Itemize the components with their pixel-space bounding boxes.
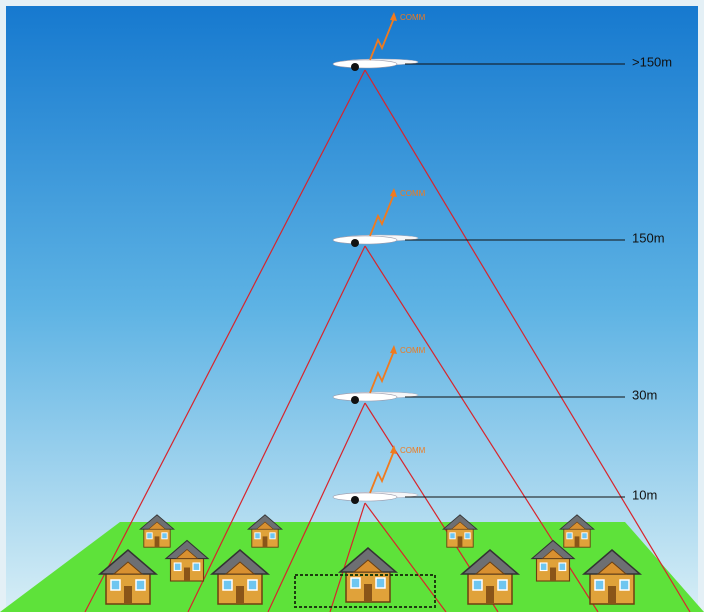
uav-fuselage bbox=[333, 236, 397, 244]
house-door bbox=[550, 568, 556, 582]
uav-propeller bbox=[351, 63, 359, 71]
house-window bbox=[473, 580, 482, 590]
uav-propeller bbox=[351, 396, 359, 404]
comm-label: COMM bbox=[400, 446, 426, 455]
house-window bbox=[559, 563, 566, 571]
house-window bbox=[582, 533, 587, 539]
house-window bbox=[450, 533, 455, 539]
house-window bbox=[147, 533, 152, 539]
house-window bbox=[465, 533, 470, 539]
house-window bbox=[270, 533, 275, 539]
house-window bbox=[595, 580, 604, 590]
house-window bbox=[255, 533, 260, 539]
uav-fuselage bbox=[333, 60, 397, 68]
house-door bbox=[236, 586, 244, 604]
house-door bbox=[155, 536, 160, 547]
house-window bbox=[620, 580, 629, 590]
comm-label: COMM bbox=[400, 189, 426, 198]
uav-fuselage bbox=[333, 493, 397, 501]
altitude-label: 150m bbox=[632, 230, 665, 245]
house-window bbox=[248, 580, 257, 590]
house-door bbox=[364, 584, 372, 602]
sky bbox=[6, 6, 698, 612]
uav-propeller bbox=[351, 496, 359, 504]
altitude-label: 10m bbox=[632, 487, 657, 502]
comm-label: COMM bbox=[400, 346, 426, 355]
house-door bbox=[124, 586, 132, 604]
house-door bbox=[486, 586, 494, 604]
house-door bbox=[184, 568, 190, 582]
house-window bbox=[567, 533, 572, 539]
house-window bbox=[223, 580, 232, 590]
altitude-label: 30m bbox=[632, 387, 657, 402]
house-window bbox=[162, 533, 167, 539]
house-door bbox=[458, 536, 463, 547]
house-door bbox=[263, 536, 268, 547]
uav-fuselage bbox=[333, 393, 397, 401]
house-window bbox=[111, 580, 120, 590]
house-door bbox=[575, 536, 580, 547]
altitude-label: >150m bbox=[632, 54, 672, 69]
house-window bbox=[376, 578, 385, 588]
house-window bbox=[351, 578, 360, 588]
comm-label: COMM bbox=[400, 13, 426, 22]
house-window bbox=[540, 563, 547, 571]
house-window bbox=[174, 563, 181, 571]
house-window bbox=[498, 580, 507, 590]
house-window bbox=[193, 563, 200, 571]
uav-propeller bbox=[351, 239, 359, 247]
house-window bbox=[136, 580, 145, 590]
uav-altitude-diagram: COMM >150m COMM 150m COMM 30m COMM 10m bbox=[0, 0, 704, 612]
house-door bbox=[608, 586, 616, 604]
